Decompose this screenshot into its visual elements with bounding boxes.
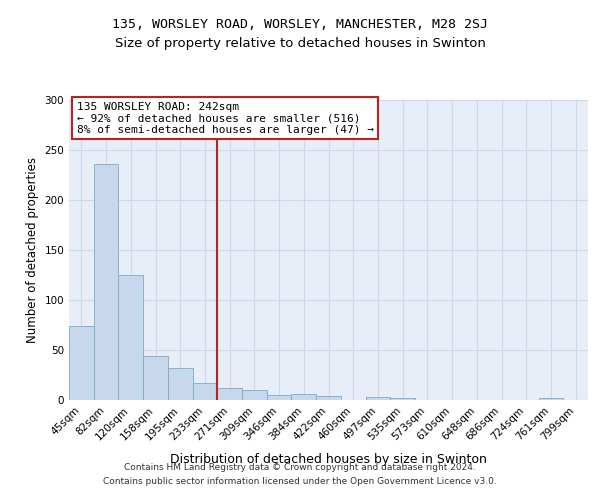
Bar: [365, 397, 390, 400]
Text: 135 WORSLEY ROAD: 242sqm
← 92% of detached houses are smaller (516)
8% of semi-d: 135 WORSLEY ROAD: 242sqm ← 92% of detach…: [77, 102, 374, 134]
Bar: [118, 275, 143, 400]
Bar: [143, 356, 168, 400]
Bar: [292, 394, 316, 400]
Bar: [267, 395, 292, 400]
Bar: [217, 388, 242, 400]
Y-axis label: Number of detached properties: Number of detached properties: [26, 157, 39, 343]
Text: Contains public sector information licensed under the Open Government Licence v3: Contains public sector information licen…: [103, 477, 497, 486]
Text: Size of property relative to detached houses in Swinton: Size of property relative to detached ho…: [115, 38, 485, 51]
Text: Contains HM Land Registry data © Crown copyright and database right 2024.: Contains HM Land Registry data © Crown c…: [124, 464, 476, 472]
Bar: [69, 326, 94, 400]
Bar: [539, 398, 563, 400]
Text: 135, WORSLEY ROAD, WORSLEY, MANCHESTER, M28 2SJ: 135, WORSLEY ROAD, WORSLEY, MANCHESTER, …: [112, 18, 488, 30]
Bar: [316, 396, 341, 400]
Bar: [193, 383, 217, 400]
Bar: [168, 368, 193, 400]
X-axis label: Distribution of detached houses by size in Swinton: Distribution of detached houses by size …: [170, 453, 487, 466]
Bar: [94, 164, 118, 400]
Bar: [390, 398, 415, 400]
Bar: [242, 390, 267, 400]
